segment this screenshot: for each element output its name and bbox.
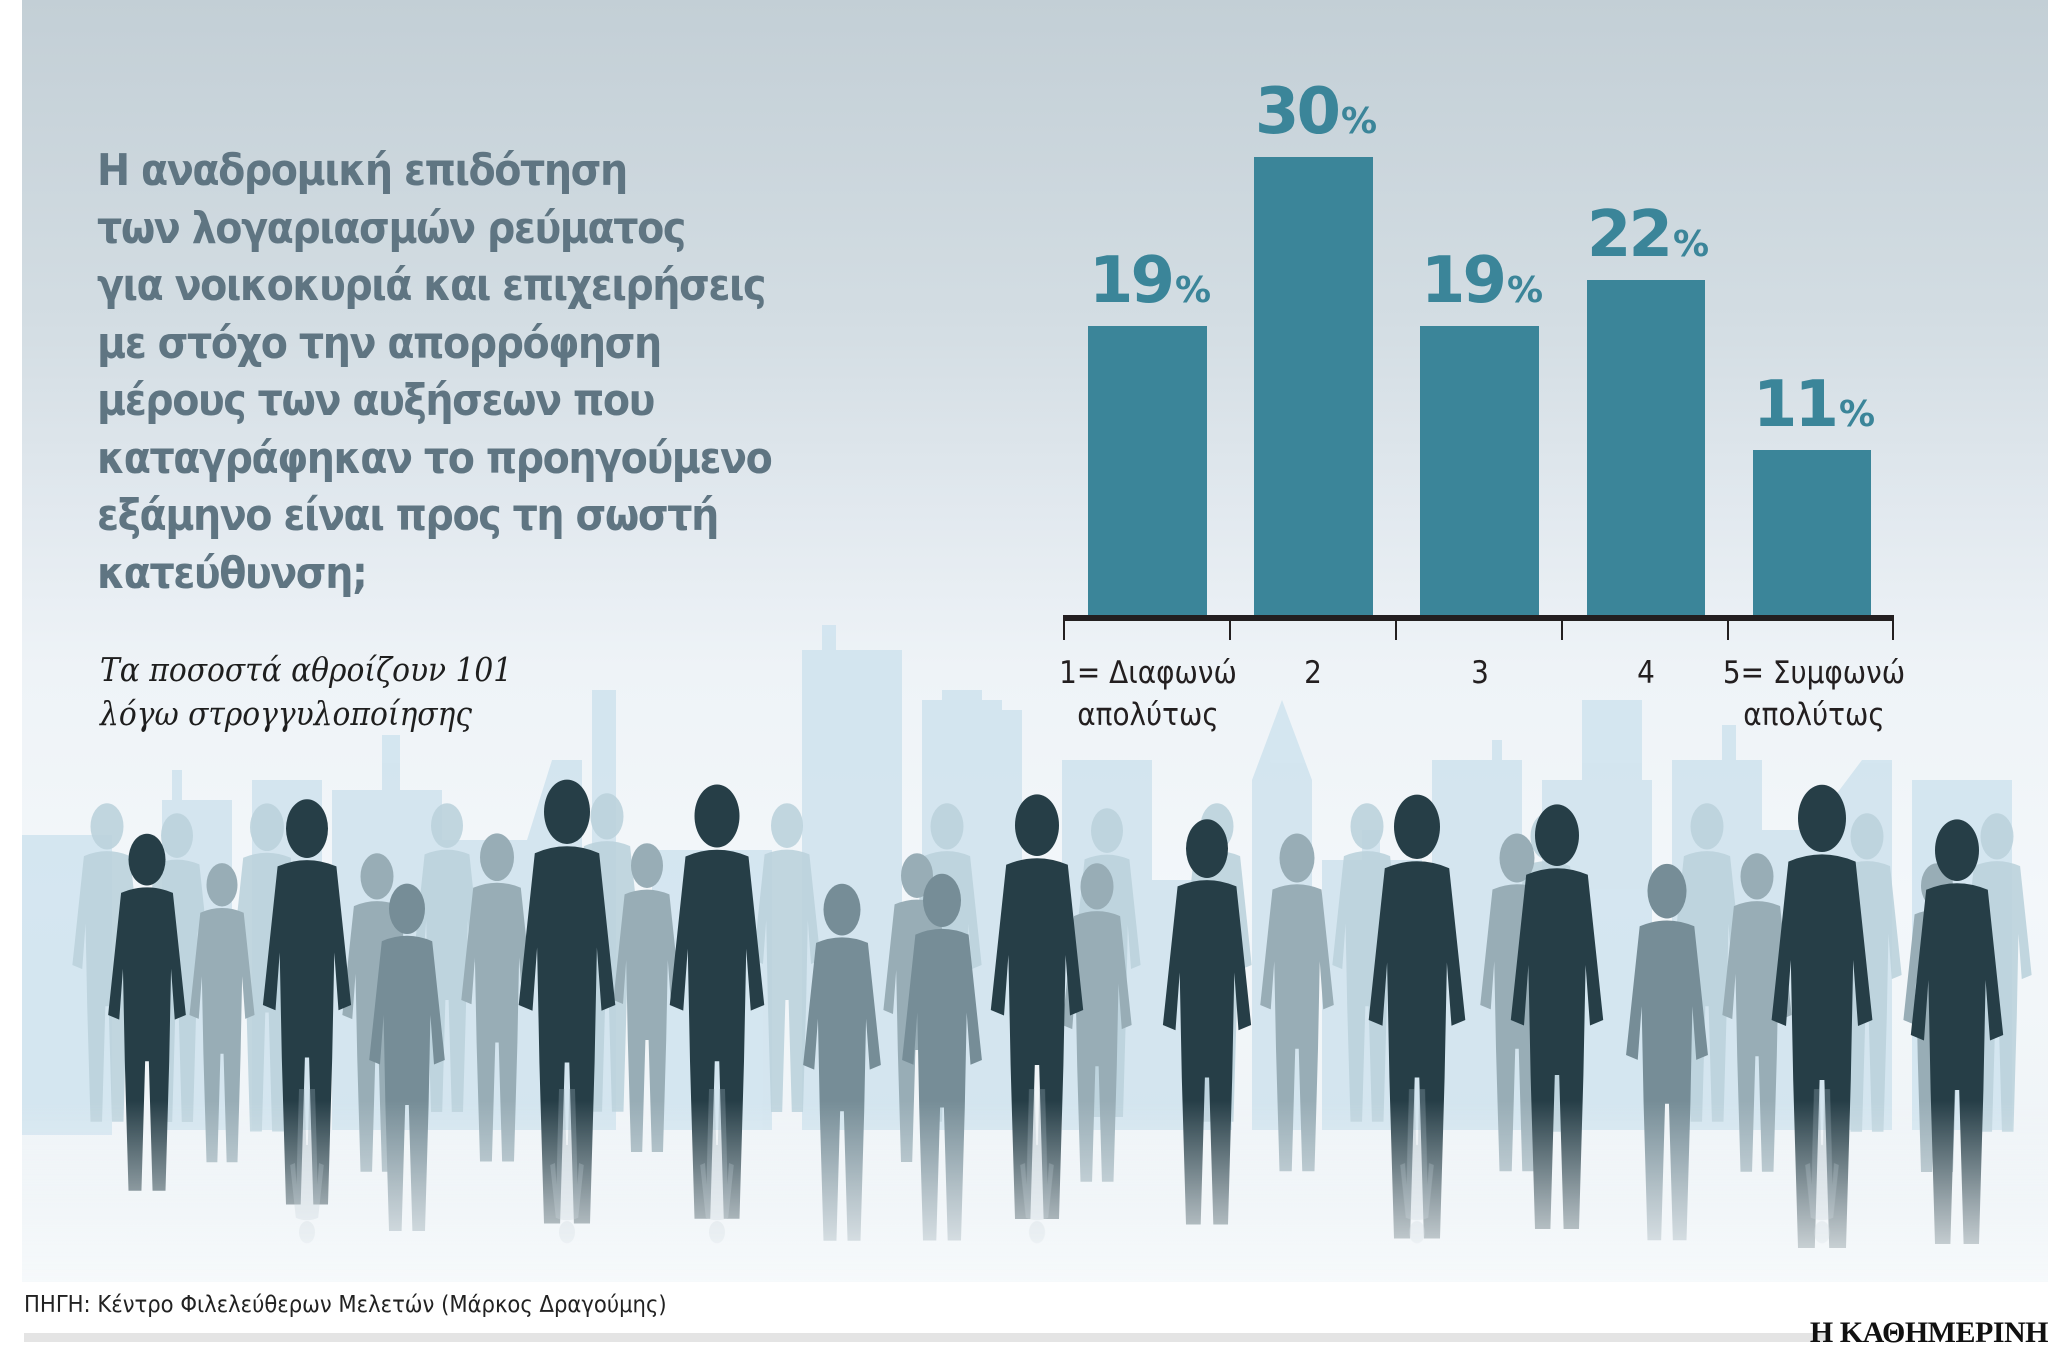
bar-5	[1753, 450, 1871, 618]
value-number: 30	[1255, 75, 1338, 149]
percent-sign: %	[1839, 394, 1875, 435]
value-number: 19	[1089, 244, 1172, 318]
x-axis-tick	[1892, 618, 1894, 640]
bar-4	[1587, 280, 1705, 618]
publisher-logo: Η ΚΑΘΗΜΕΡΙΝΗ	[1810, 1316, 2048, 1350]
value-number: 22	[1587, 198, 1670, 272]
bar-value-label-5: 11%	[1734, 368, 1894, 442]
floor-reflection-fade	[22, 1100, 2048, 1282]
percent-sign: %	[1175, 270, 1211, 311]
category-label-5: 5= Συμφωνώ απολύτως	[1706, 652, 1922, 736]
percent-sign: %	[1673, 224, 1709, 265]
x-axis-tick	[1561, 618, 1563, 640]
x-axis-tick	[1727, 618, 1729, 640]
bar-3	[1420, 326, 1539, 618]
source-credit: ΠΗΓΗ: Κέντρο Φιλελεύθερων Μελετών (Μάρκο…	[24, 1292, 667, 1318]
bar-value-label-3: 19%	[1402, 244, 1562, 318]
percent-sign: %	[1341, 101, 1377, 142]
x-axis-line	[1063, 615, 1894, 621]
x-axis-tick	[1063, 618, 1065, 640]
bar-value-label-2: 30%	[1236, 75, 1396, 149]
bar-chart: 19% 30% 19% 22% 11% 1= Διαφωνώ απολύτως …	[0, 0, 2048, 760]
value-number: 11	[1753, 368, 1836, 442]
x-axis-tick	[1229, 618, 1231, 640]
value-number: 19	[1421, 244, 1504, 318]
category-label-line: απολύτως	[1706, 694, 1922, 736]
bar-2	[1254, 157, 1373, 618]
footer-divider	[24, 1333, 1830, 1342]
bar-1	[1088, 326, 1207, 618]
category-label-line: 5= Συμφωνώ	[1706, 652, 1922, 694]
category-label-line: απολύτως	[1040, 694, 1256, 736]
percent-sign: %	[1507, 270, 1543, 311]
bar-value-label-4: 22%	[1568, 198, 1728, 272]
bar-value-label-1: 19%	[1070, 244, 1230, 318]
x-axis-tick	[1395, 618, 1397, 640]
